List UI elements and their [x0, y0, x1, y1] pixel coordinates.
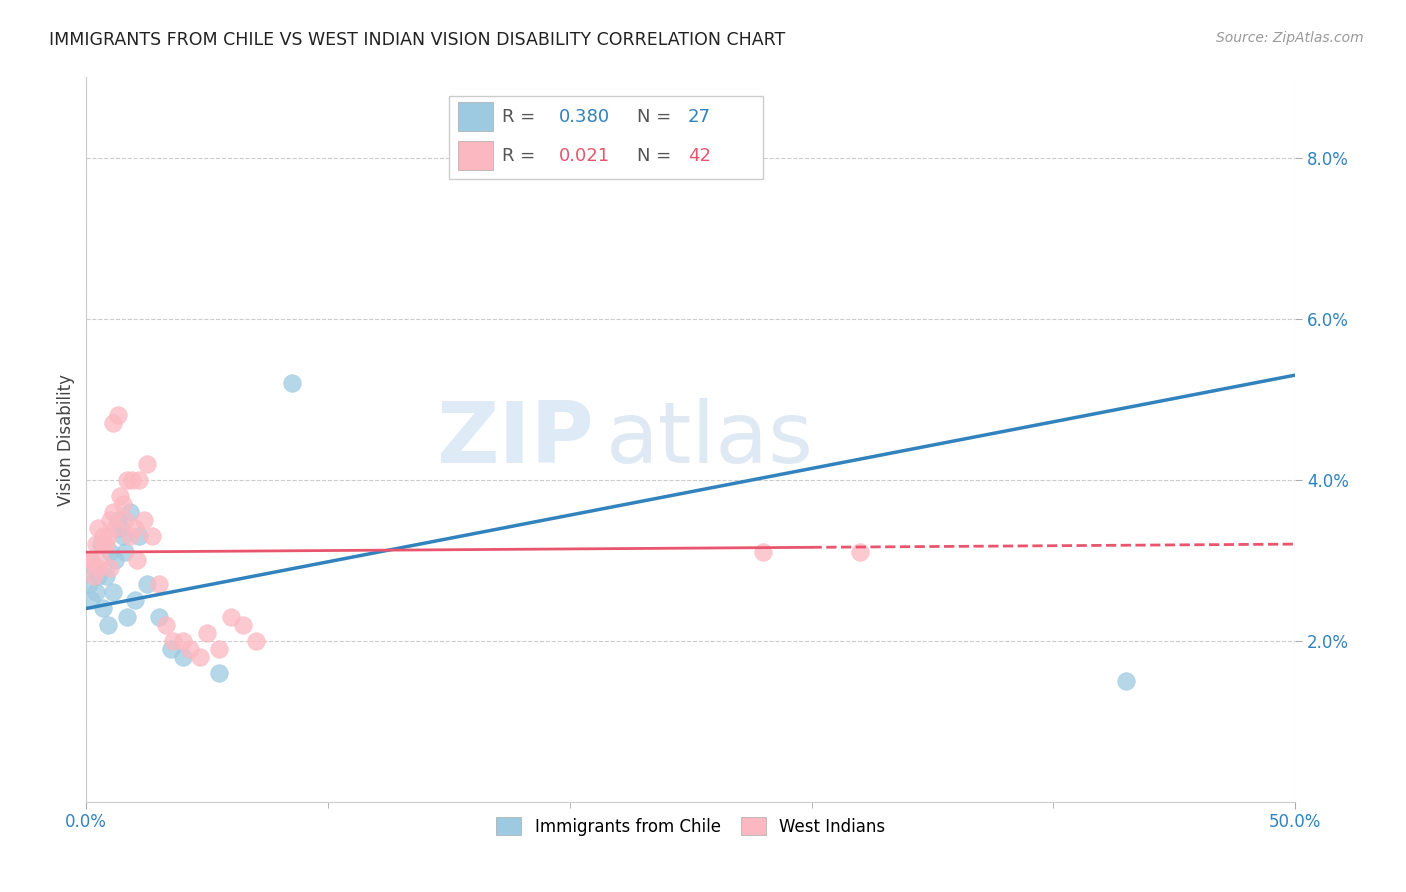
- Point: [111, 529, 134, 543]
- Text: atlas: atlas: [606, 398, 814, 481]
- Point: [101, 585, 124, 599]
- Point: [172, 633, 194, 648]
- Text: Source: ZipAtlas.com: Source: ZipAtlas.com: [1216, 31, 1364, 45]
- Point: [77, 553, 100, 567]
- Point: [148, 577, 170, 591]
- Point: [100, 513, 122, 527]
- Point: [121, 473, 143, 487]
- Point: [91, 529, 114, 543]
- Point: [87, 569, 110, 583]
- Point: [232, 617, 254, 632]
- Point: [155, 617, 177, 632]
- Point: [118, 505, 141, 519]
- Y-axis label: Vision Disability: Vision Disability: [58, 374, 75, 506]
- Text: ZIP: ZIP: [436, 398, 593, 481]
- Point: [208, 665, 231, 680]
- Point: [1115, 673, 1137, 688]
- Point: [104, 553, 127, 567]
- Point: [195, 625, 218, 640]
- Point: [100, 561, 122, 575]
- Point: [128, 529, 150, 543]
- Point: [87, 561, 110, 575]
- Point: [84, 585, 107, 599]
- Point: [107, 513, 129, 527]
- Point: [97, 529, 120, 543]
- Point: [179, 641, 201, 656]
- Point: [135, 577, 157, 591]
- Point: [118, 529, 141, 543]
- Point: [108, 521, 131, 535]
- Point: [281, 376, 304, 391]
- Point: [94, 537, 117, 551]
- Point: [208, 641, 231, 656]
- Point: [188, 649, 211, 664]
- Point: [752, 545, 775, 559]
- Point: [172, 649, 194, 664]
- Point: [80, 593, 103, 607]
- Point: [124, 521, 146, 535]
- Point: [84, 537, 107, 551]
- Point: [128, 473, 150, 487]
- Point: [221, 609, 243, 624]
- Point: [90, 537, 112, 551]
- Point: [107, 409, 129, 423]
- Point: [90, 553, 112, 567]
- Point: [245, 633, 267, 648]
- Point: [849, 545, 872, 559]
- Legend: Immigrants from Chile, West Indians: Immigrants from Chile, West Indians: [488, 809, 893, 844]
- Point: [141, 529, 163, 543]
- Point: [91, 537, 114, 551]
- Point: [162, 633, 184, 648]
- Point: [83, 561, 105, 575]
- Point: [83, 569, 105, 583]
- Point: [117, 609, 139, 624]
- Point: [101, 505, 124, 519]
- Point: [114, 513, 136, 527]
- Point: [160, 641, 183, 656]
- Point: [80, 553, 103, 567]
- Point: [94, 569, 117, 583]
- Point: [135, 457, 157, 471]
- Point: [101, 417, 124, 431]
- Point: [148, 609, 170, 624]
- Point: [91, 601, 114, 615]
- Point: [117, 473, 139, 487]
- Point: [97, 617, 120, 632]
- Point: [77, 577, 100, 591]
- Point: [104, 521, 127, 535]
- Point: [111, 497, 134, 511]
- Point: [125, 553, 148, 567]
- Point: [124, 593, 146, 607]
- Point: [114, 545, 136, 559]
- Point: [108, 489, 131, 503]
- Point: [134, 513, 156, 527]
- Point: [100, 545, 122, 559]
- Text: IMMIGRANTS FROM CHILE VS WEST INDIAN VISION DISABILITY CORRELATION CHART: IMMIGRANTS FROM CHILE VS WEST INDIAN VIS…: [49, 31, 786, 49]
- Point: [87, 521, 110, 535]
